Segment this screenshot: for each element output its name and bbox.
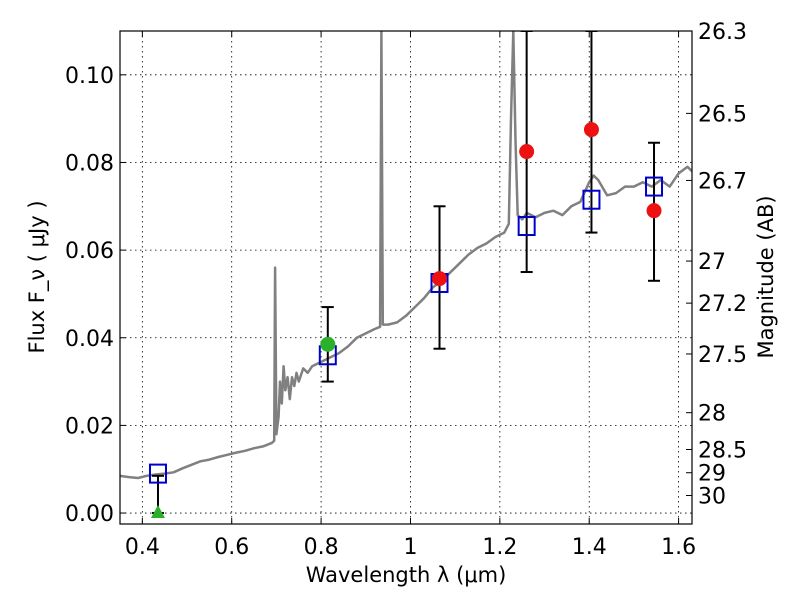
- right-tick-label: 28: [698, 402, 726, 427]
- right-tick-label: 30: [698, 485, 726, 510]
- right-tick-label: 27: [698, 250, 726, 275]
- x-tick-label: 1.6: [661, 535, 696, 560]
- observed-upper-limit-marker: [150, 505, 165, 519]
- x-tick-label: 0.8: [304, 535, 339, 560]
- model-band-square: [148, 463, 167, 484]
- right-tick-label: 26.3: [698, 20, 747, 45]
- x-tick-label: 1.2: [482, 535, 517, 560]
- y-tick-label: 0.08: [65, 151, 114, 176]
- right-tick-label: 29: [698, 462, 726, 487]
- model-band-square: [582, 189, 601, 210]
- x-tick-label: 1.4: [572, 535, 607, 560]
- y-tick-label: 0.10: [65, 64, 114, 89]
- x-tick-label: 1: [403, 535, 417, 560]
- model-band-square: [645, 176, 664, 197]
- right-tick-label: 27.5: [698, 343, 747, 368]
- plot-area: [120, 31, 692, 515]
- observed-flux-point: [583, 122, 599, 138]
- observed-flux-point: [646, 203, 662, 219]
- right-tick-label: 27.2: [698, 292, 747, 317]
- plot-frame: [119, 30, 693, 525]
- observed-flux-point: [432, 271, 448, 287]
- model-spectrum-line: [120, 31, 692, 480]
- axes: 0.4 0.6 0.8 1 1.2 1.4 1.6 0.00 0.02 0.04 0.06 0.08 0…: [65, 20, 747, 560]
- y-axis-label: Flux F_ν ( μJy ): [25, 200, 50, 353]
- observed-flux-point: [519, 144, 535, 160]
- y-tick-label: 0.02: [65, 414, 114, 439]
- y-axis-right-label: Magnitude (AB): [754, 195, 778, 358]
- right-tick-label: 28.5: [698, 439, 747, 464]
- y-tick-label: 0.00: [65, 502, 114, 527]
- right-tick-label: 26.5: [698, 102, 747, 127]
- x-tick-label: 0.4: [125, 535, 160, 560]
- x-tick-label: 0.6: [214, 535, 249, 560]
- y-tick-label: 0.04: [65, 327, 114, 352]
- x-axis-label: Wavelength λ (μm): [306, 563, 507, 587]
- model-band-square: [517, 216, 536, 237]
- right-tick-label: 26.7: [698, 169, 747, 194]
- y-tick-label: 0.06: [65, 239, 114, 264]
- grid: [120, 31, 692, 524]
- observed-flux-point: [320, 336, 336, 352]
